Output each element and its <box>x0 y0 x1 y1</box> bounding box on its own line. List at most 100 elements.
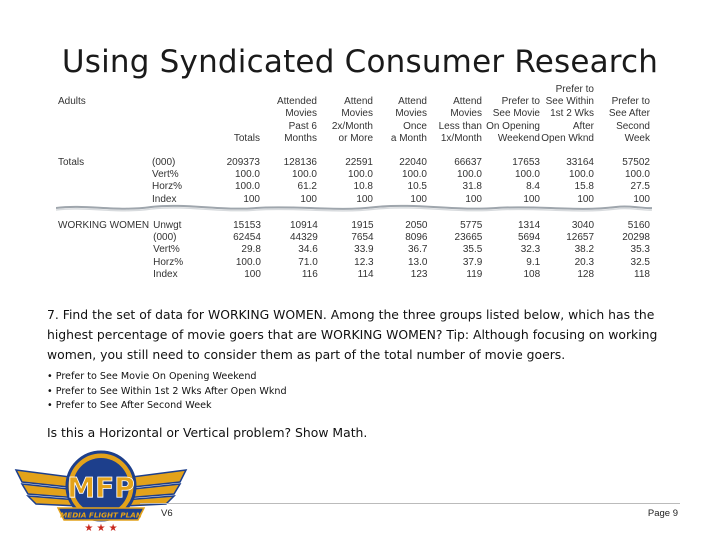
table-cell: 100.0 <box>568 169 594 181</box>
col-header: Totals <box>200 84 260 145</box>
col-header-line: Movies <box>395 108 427 120</box>
table-cell: 36.7 <box>408 244 428 256</box>
col-header-line: After <box>572 120 594 132</box>
working-women-section: WORKING WOMEN Unwgt 15153 10914 1915 2050 5775… <box>58 220 650 281</box>
col-header: Attend Movies Once a Month <box>373 84 427 145</box>
table-cell: 17653 <box>512 157 540 169</box>
table-cell: 128 <box>577 268 595 280</box>
table-cell: 66637 <box>454 157 482 169</box>
table-cell: 37.9 <box>462 256 483 268</box>
table-cell: 32.5 <box>630 256 650 268</box>
col-header-line: Movies <box>341 108 373 120</box>
version-label: V6 <box>161 508 173 519</box>
table-header: Adults Totals Attended Movies Past 6 Months… <box>58 84 650 145</box>
table-cell: 9.1 <box>526 256 541 268</box>
col-header-line <box>317 84 373 96</box>
footer-divider <box>140 503 680 504</box>
table-cell: 33.9 <box>354 244 374 256</box>
table-cell: 35.5 <box>462 244 483 256</box>
table-cell: 100.0 <box>456 169 482 181</box>
logo-mfp-text: MFP <box>67 471 135 504</box>
table-row: Horz% 100.0 61.2 10.8 10.5 31.8 8.4 15.8 27.5 <box>58 181 650 193</box>
metric-label: (000) <box>153 232 177 244</box>
table-cell: 57502 <box>622 157 650 169</box>
table-cell: 35.3 <box>630 244 650 256</box>
col-header-line <box>482 84 540 96</box>
col-header-line: 1x/Month <box>440 132 482 144</box>
metric-label: Vert% <box>152 169 179 181</box>
col-header: Attend Movies 2x/Month or More <box>317 84 373 145</box>
table-cell: 100 <box>300 193 317 205</box>
group-label: Adults <box>58 96 86 107</box>
table-cell: 100 <box>633 193 650 205</box>
table-cell: 23665 <box>454 232 483 244</box>
table-cell: 100.0 <box>514 169 540 181</box>
col-header-line: Prefer to <box>611 96 650 108</box>
metric-label: Horz% <box>153 256 184 268</box>
col-header-line: Totals <box>233 132 260 144</box>
col-header-line: 1st 2 Wks <box>550 108 594 120</box>
table-row: Vert% 100.0 100.0 100.0 100.0 100.0 100.0 100.0… <box>58 169 650 181</box>
table-cell: 100.0 <box>291 169 317 181</box>
table-cell: 13.0 <box>408 256 428 268</box>
col-header: Prefer to See After Second Week <box>594 84 650 145</box>
table-cell: 44329 <box>289 232 318 244</box>
segment-label <box>58 169 148 181</box>
research-table: Adults Totals Attended Movies Past 6 Months… <box>56 84 652 286</box>
metric-label: Index <box>153 268 178 280</box>
col-header-line: Open Wknd <box>541 132 594 144</box>
table-cell: 7654 <box>351 232 374 244</box>
table-cell: 5160 <box>627 220 650 232</box>
col-header: Prefer to See Within 1st 2 Wks After Open Wk… <box>540 84 594 145</box>
col-header: Attend Movies Less than 1x/Month <box>427 84 482 145</box>
col-header-line: Prefer to <box>555 84 594 95</box>
table-cell: 108 <box>523 268 541 280</box>
col-header-line: Attend <box>453 96 482 108</box>
table-cell: 62454 <box>233 232 261 244</box>
table-cell: 12657 <box>566 232 595 244</box>
table-cell: 100 <box>523 193 540 205</box>
table-cell: 100.0 <box>347 169 373 181</box>
table-cell: 100 <box>465 193 482 205</box>
table-cell: 128136 <box>283 157 317 169</box>
table-cell: 116 <box>301 268 318 280</box>
col-header-line: Weekend <box>497 132 540 144</box>
table-row: Index 100 116 114 123 119 108 128 118 <box>58 269 650 281</box>
table-cell: 15153 <box>233 220 261 232</box>
col-header-line: Past 6 <box>288 120 317 132</box>
table-cell: 10914 <box>289 220 318 232</box>
slide-title: Using Syndicated Consumer Research <box>61 44 659 80</box>
col-header-line: Once <box>403 120 427 132</box>
table-row: Index 100 100 100 100 100 100 100 100 <box>58 194 650 206</box>
col-header-line: See Within <box>545 96 594 108</box>
option-within-2-weeks: • Prefer to See Within 1st 2 Wks After O… <box>47 385 287 397</box>
table-cell: 22591 <box>345 157 373 169</box>
answer-options: • Prefer to See Movie On Opening Weekend… <box>47 370 447 414</box>
segment-label: Totals <box>58 157 85 169</box>
table-cell: 27.5 <box>630 181 650 193</box>
col-header-line: Attend <box>398 96 427 108</box>
table-cell: 61.2 <box>297 181 317 193</box>
option-opening-weekend: • Prefer to See Movie On Opening Weekend <box>47 371 257 382</box>
table-cell: 2050 <box>405 220 428 232</box>
table-row: Horz% 100.0 71.0 12.3 13.0 37.9 9.1 20.3 32.5 <box>58 257 650 269</box>
col-header-line: Attended <box>276 96 317 108</box>
table-cell: 5775 <box>460 220 483 232</box>
tear-divider <box>56 204 652 212</box>
col-header-line: Months <box>284 132 317 144</box>
segment-label <box>58 244 149 256</box>
col-header-line: Movies <box>450 108 482 120</box>
table-cell: 33164 <box>566 157 594 169</box>
table-cell: 1915 <box>351 220 374 232</box>
col-header-line <box>200 108 260 120</box>
table-cell: 100.0 <box>401 169 427 181</box>
col-header-line: or More <box>338 132 373 144</box>
col-header-line: Week <box>624 132 650 144</box>
table-cell: 5694 <box>517 232 541 244</box>
table-cell: 123 <box>410 268 428 280</box>
table-cell: 32.3 <box>520 244 541 256</box>
table-cell: 100 <box>244 268 261 280</box>
table-cell: 100.0 <box>234 169 260 181</box>
table-cell: 118 <box>634 268 650 280</box>
col-header: Attended Movies Past 6 Months <box>260 84 317 145</box>
